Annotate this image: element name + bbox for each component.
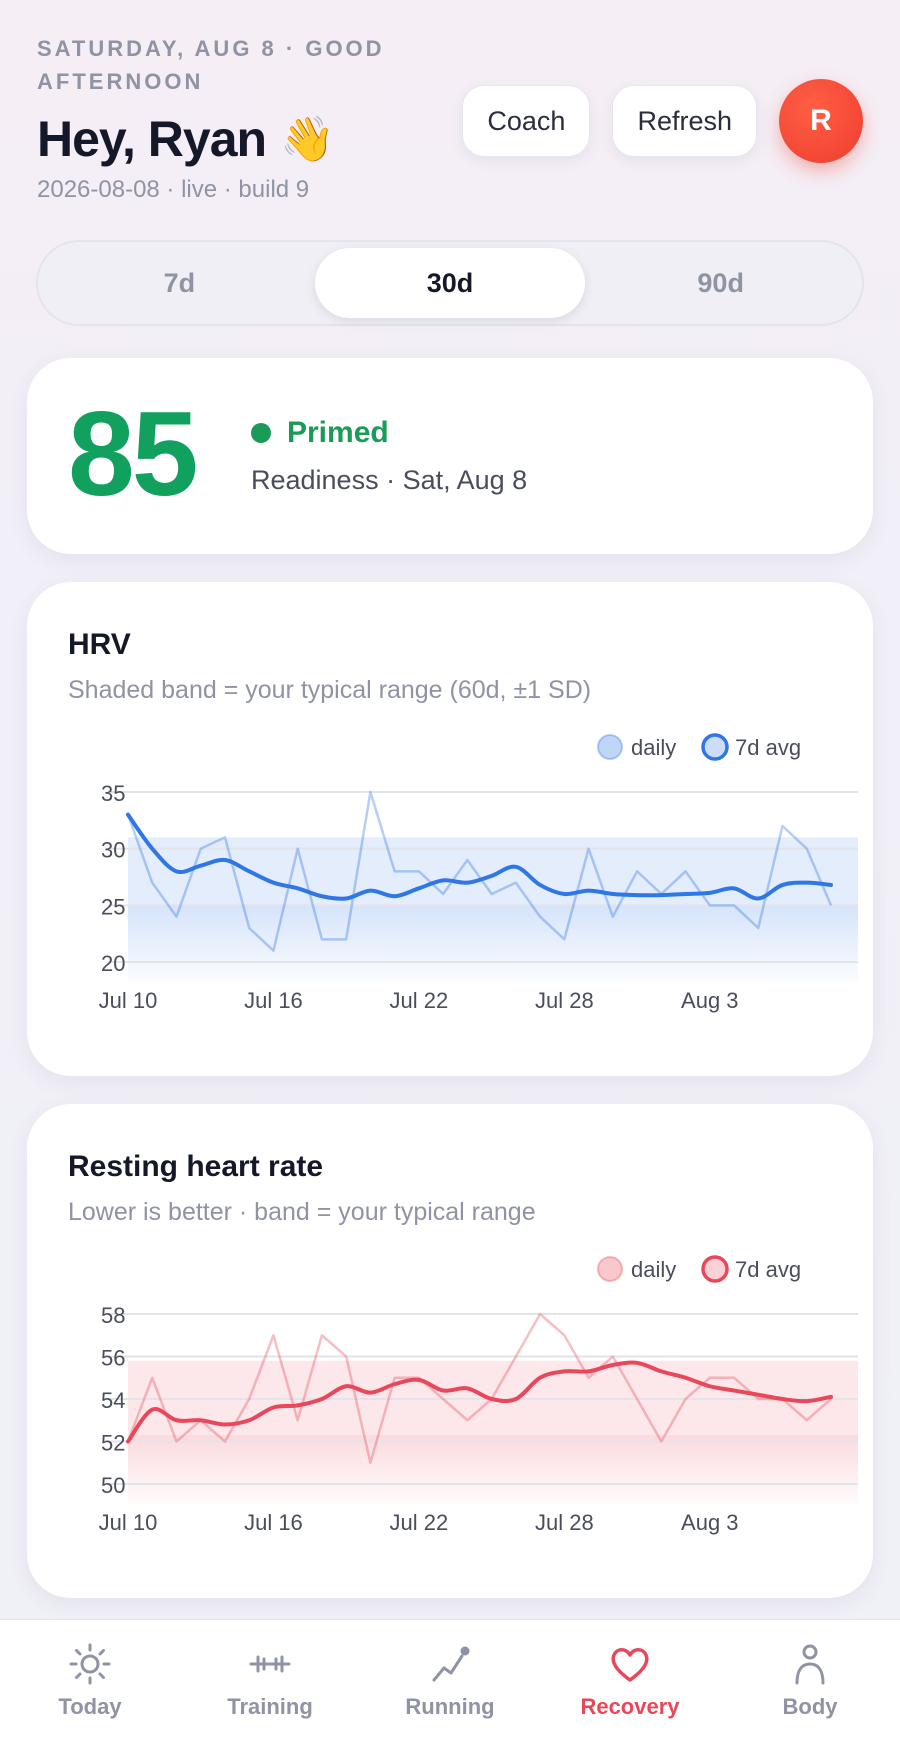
bottom-nav: Today Training Running Recovery Body xyxy=(0,1619,900,1743)
nav-label-today: Today xyxy=(58,1694,122,1719)
hrv-card[interactable]: HRV Shaded band = your typical range (60… xyxy=(27,582,873,1076)
coach-button[interactable]: Coach xyxy=(462,85,591,157)
wave-emoji-icon: 👋 xyxy=(280,114,335,165)
hrv-daily-line xyxy=(126,790,833,952)
hrv-subtitle: Shaded band = your typical range (60d, ±… xyxy=(68,676,592,704)
rhr-y-tick-label: 56 xyxy=(101,1346,125,1371)
sun-icon xyxy=(69,1643,111,1685)
rhr-y-tick-label: 54 xyxy=(101,1388,125,1413)
date-line: SATURDAY, AUG 8 · GOOD AFTERNOON xyxy=(37,36,385,94)
greeting: Hey, Ryan 👋 xyxy=(37,110,863,168)
dumbbell-icon xyxy=(249,1655,291,1673)
nav-label-training: Training xyxy=(227,1694,313,1719)
hrv-legend-avg-swatch xyxy=(701,733,729,761)
hrv-y-tick-label: 35 xyxy=(101,781,125,806)
nav-item-training[interactable]: Training xyxy=(180,1620,360,1743)
rhr-x-tick-label: Jul 22 xyxy=(390,1510,449,1535)
rhr-band-fade xyxy=(128,1435,858,1504)
header-actions: Coach Refresh R xyxy=(462,79,863,163)
resting-hr-chart: 58 56 54 52 50 Jul 10 Jul 16 Jul 22 Jul 28 Aug 3 d… xyxy=(99,1255,858,1535)
nav-item-body[interactable]: Body xyxy=(720,1620,900,1743)
hrv-chart: 35 30 25 20 Jul 10 Jul 16 Jul 22 Jul 28 Aug 3 dai… xyxy=(99,733,858,1013)
nav-label-running: Running xyxy=(405,1694,495,1719)
hrv-7d-avg-line xyxy=(126,812,833,901)
hrv-legend: daily 7d avg xyxy=(597,733,801,761)
avatar[interactable]: R xyxy=(779,79,863,163)
hrv-legend-daily-swatch xyxy=(597,734,623,760)
nav-item-recovery[interactable]: Recovery xyxy=(540,1620,720,1743)
greeting-text: Hey, Ryan xyxy=(37,111,267,167)
hrv-band-fade xyxy=(128,905,858,982)
range-selector: 7d 30d 90d xyxy=(36,240,864,326)
rhr-x-tick-label: Aug 3 xyxy=(681,1510,739,1535)
hrv-y-tick-label: 20 xyxy=(101,951,125,976)
rhr-x-tick-label: Jul 10 xyxy=(99,1510,158,1535)
range-option-30d[interactable]: 30d xyxy=(314,248,586,318)
readiness-status: Primed xyxy=(251,416,389,450)
heart-icon xyxy=(611,1648,649,1682)
hrv-x-tick-label: Jul 16 xyxy=(244,988,303,1013)
build-line: 2026-08-08 · live · build 9 xyxy=(37,176,310,203)
nav-label-body: Body xyxy=(782,1694,838,1719)
range-option-7d[interactable]: 7d xyxy=(163,267,196,298)
nav-item-running[interactable]: Running xyxy=(360,1620,540,1743)
hrv-x-tick-label: Jul 22 xyxy=(390,988,449,1013)
nav-label-recovery: Recovery xyxy=(580,1694,680,1719)
rhr-legend-daily-label: daily xyxy=(631,1257,676,1282)
rhr-y-tick-label: 58 xyxy=(101,1303,125,1328)
range-option-90d[interactable]: 90d xyxy=(697,267,744,298)
rhr-y-tick-label: 50 xyxy=(101,1473,125,1498)
readiness-card[interactable]: 85 Primed Readiness · Sat, Aug 8 xyxy=(27,358,873,554)
rhr-legend-avg-swatch xyxy=(701,1255,729,1283)
nav-item-today[interactable]: Today xyxy=(0,1620,180,1743)
rhr-x-tick-label: Jul 28 xyxy=(535,1510,594,1535)
resting-hr-title: Resting heart rate xyxy=(68,1150,324,1183)
readiness-subtitle: Readiness · Sat, Aug 8 xyxy=(251,465,528,495)
rhr-7d-avg-line xyxy=(126,1360,833,1444)
resting-hr-card[interactable]: Resting heart rate Lower is better · ban… xyxy=(27,1104,873,1598)
person-icon xyxy=(795,1644,825,1685)
running-trend-icon xyxy=(432,1646,470,1682)
rhr-legend-daily-swatch xyxy=(597,1256,623,1282)
rhr-x-tick-label: Jul 16 xyxy=(244,1510,303,1535)
rhr-daily-line xyxy=(126,1312,832,1464)
readiness-score: 85 xyxy=(68,387,198,521)
hrv-legend-avg-label: 7d avg xyxy=(735,735,801,760)
rhr-y-tick-label: 52 xyxy=(101,1431,125,1456)
hrv-x-tick-label: Jul 28 xyxy=(535,988,594,1013)
rhr-legend: daily 7d avg xyxy=(597,1255,801,1283)
hrv-x-tick-label: Aug 3 xyxy=(681,988,739,1013)
hrv-legend-daily-label: daily xyxy=(631,735,676,760)
readiness-status-label: Primed xyxy=(287,416,389,449)
status-dot-icon xyxy=(251,423,271,443)
hrv-x-tick-label: Jul 10 xyxy=(99,988,158,1013)
header: SATURDAY, AUG 8 · GOOD AFTERNOON Hey, Ry… xyxy=(37,32,863,212)
refresh-button[interactable]: Refresh xyxy=(612,85,757,157)
hrv-title: HRV xyxy=(68,628,131,661)
hrv-y-tick-label: 30 xyxy=(101,838,125,863)
resting-hr-subtitle: Lower is better · band = your typical ra… xyxy=(68,1198,536,1226)
rhr-legend-avg-label: 7d avg xyxy=(735,1257,801,1282)
hrv-y-tick-label: 25 xyxy=(101,894,125,919)
